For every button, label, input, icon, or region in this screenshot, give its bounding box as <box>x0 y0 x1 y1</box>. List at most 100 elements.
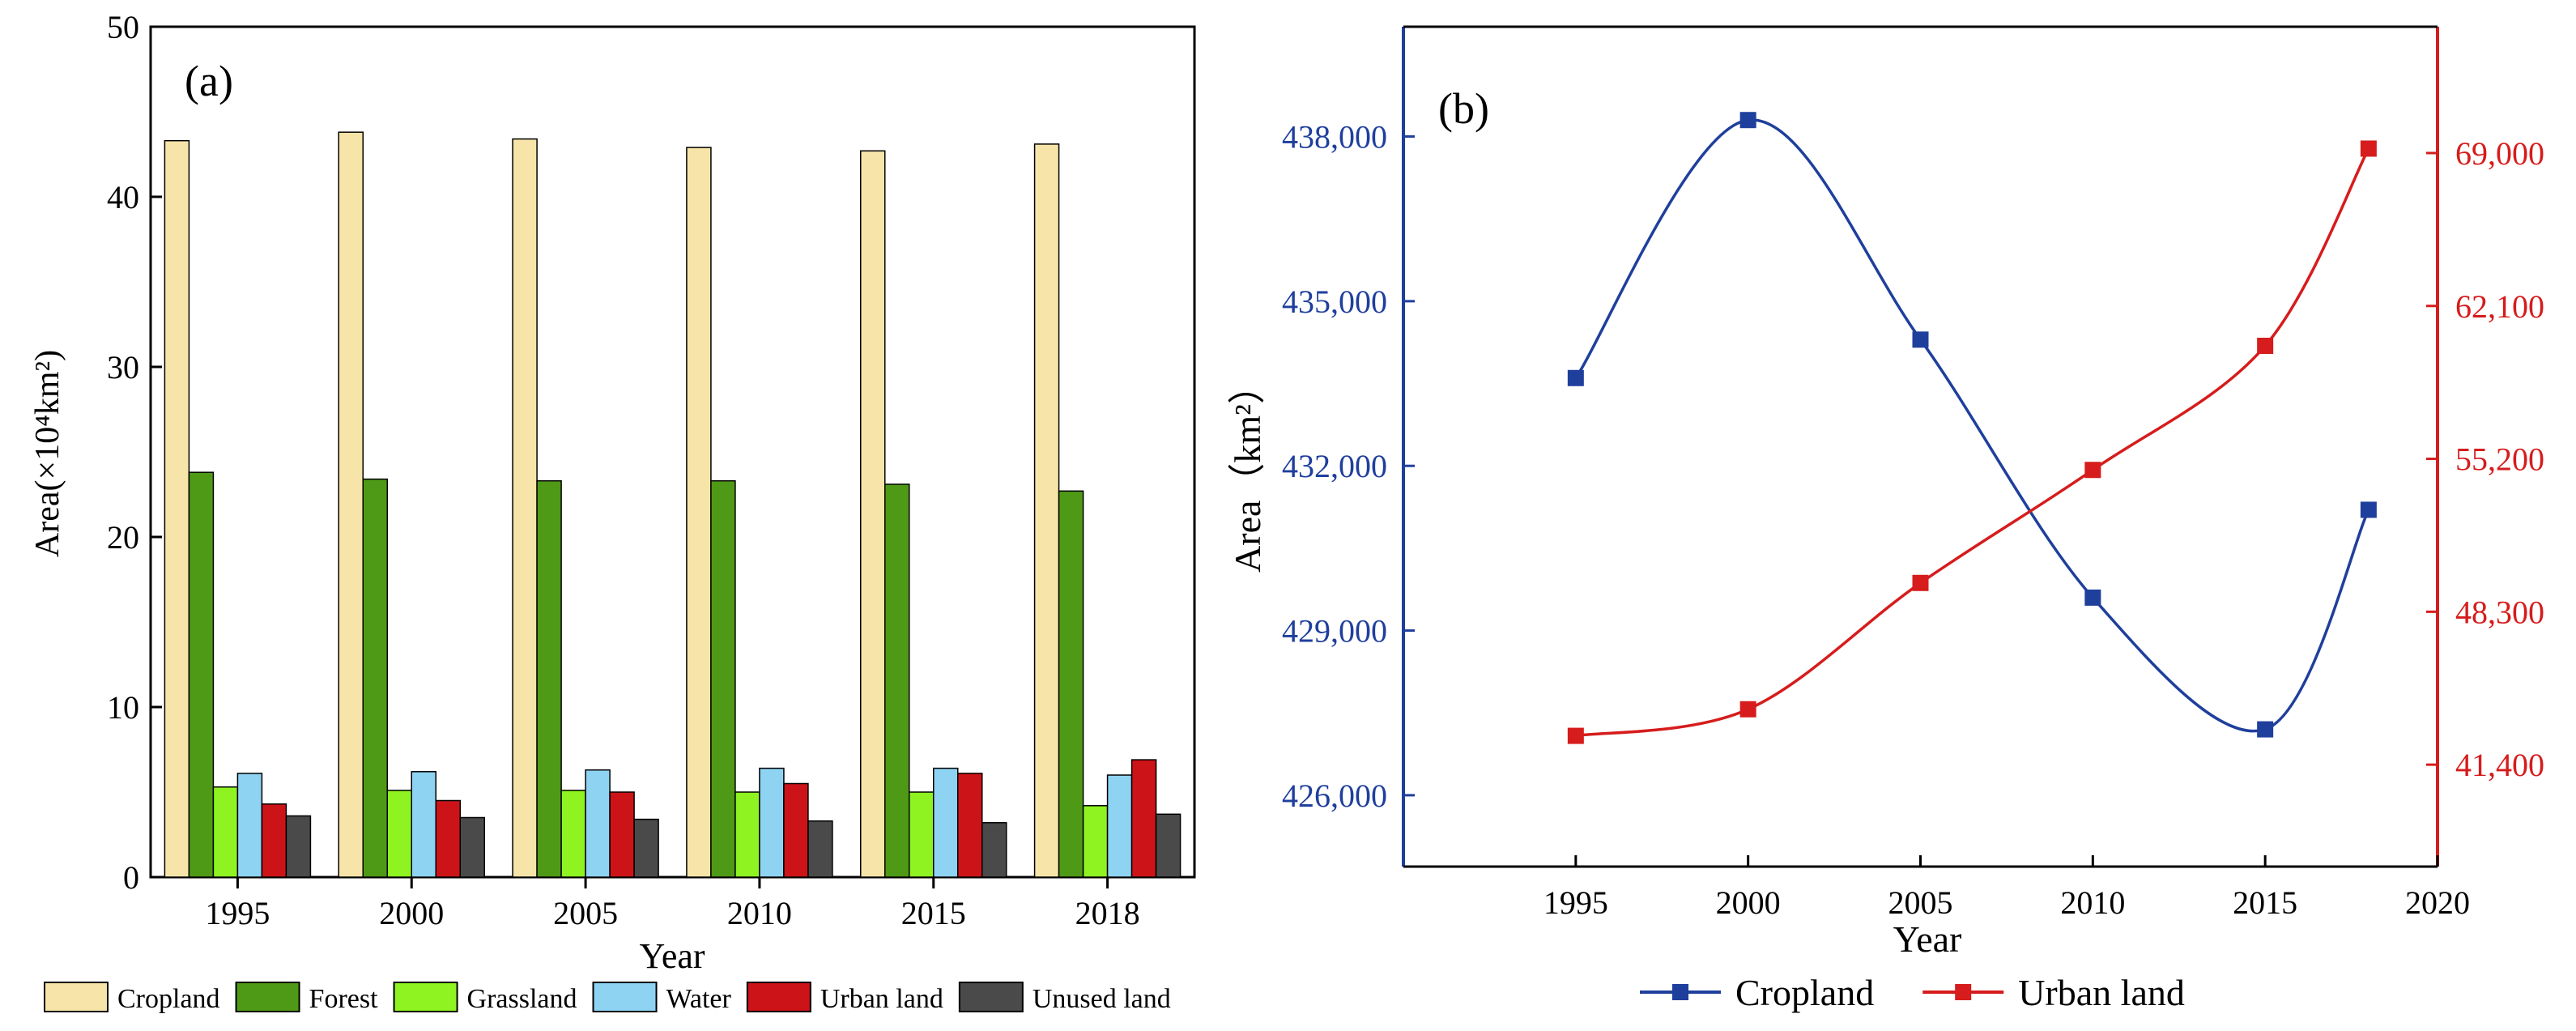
panel-b-label: (b) <box>1438 84 1489 133</box>
panel-b-legend: Cropland Urban land <box>1640 972 2185 1013</box>
legend-swatch-forest <box>235 982 300 1012</box>
bar-grassland-2000 <box>386 790 412 878</box>
legend-label-urban-land: Urban land <box>820 984 943 1014</box>
legend-label-forest: Forest <box>309 984 379 1014</box>
panel-a-y-axis-title: Area(×10⁴km²) <box>29 350 66 557</box>
point-cropland-2000 <box>1739 112 1756 129</box>
bar-forest-2018 <box>1058 490 1084 878</box>
bar-water-2010 <box>759 767 785 878</box>
x-tick-label: 1995 <box>205 895 270 931</box>
right-y-tick-label: 55,200 <box>2455 441 2544 478</box>
bar-water-2015 <box>933 767 959 878</box>
point-cropland-2005 <box>1912 331 1929 348</box>
left-y-tick-label: 429,000 <box>1282 613 1387 650</box>
bar-unused-land-2018 <box>1155 813 1182 878</box>
x-tick-label: 2000 <box>1716 884 1781 921</box>
point-urban-land-1995 <box>1567 727 1584 744</box>
panel-a-x-axis-title: Year <box>639 936 705 976</box>
point-cropland-1995 <box>1567 369 1584 386</box>
bar-forest-2000 <box>362 478 388 878</box>
point-urban-land-2018 <box>2360 140 2377 157</box>
panel-b-y-axis-title: Area（km²） <box>1227 367 1268 573</box>
legend-swatch-cropland <box>44 982 109 1012</box>
point-urban-land-2015 <box>2257 338 2274 355</box>
left-y-tick-label: 438,000 <box>1282 119 1387 156</box>
legend-marker-cropland <box>1672 984 1688 1000</box>
bar-cropland-2005 <box>512 138 538 878</box>
legend-swatch-unused-land <box>958 982 1024 1012</box>
bar-unused-land-2015 <box>981 822 1007 878</box>
bar-urban-land-2000 <box>435 799 461 878</box>
y-tick-label: 30 <box>107 349 139 386</box>
bar-unused-land-1995 <box>285 815 312 878</box>
x-tick-label: 2018 <box>1075 895 1140 931</box>
x-tick-label: 2020 <box>2405 884 2470 921</box>
panel-a-bar-chart: 0 10 20 30 40 50 1995 2000 2005 2010 2015 2018 (a)… <box>29 9 1196 1014</box>
point-cropland-2018 <box>2360 501 2377 518</box>
panel-a-plot-frame <box>149 25 1196 879</box>
bar-grassland-2015 <box>909 791 935 878</box>
y-tick-label: 10 <box>107 689 139 726</box>
right-y-tick-label: 48,300 <box>2455 594 2544 630</box>
bar-urban-land-2005 <box>609 791 635 878</box>
legend-label-unused-land: Unused land <box>1033 984 1171 1014</box>
bar-cropland-2000 <box>338 131 364 878</box>
line-urban-land <box>1575 147 2370 738</box>
point-urban-land-2000 <box>1739 701 1756 718</box>
bar-urban-land-2015 <box>957 773 983 878</box>
point-urban-land-2010 <box>2084 462 2101 479</box>
bar-water-2000 <box>411 771 436 878</box>
bar-urban-land-2010 <box>783 782 809 878</box>
point-urban-land-2005 <box>1912 574 1929 591</box>
panel-b-left-y-ticks: 426,000 429,000 432,000 435,000 438,000 <box>1282 119 1415 814</box>
bar-forest-2010 <box>710 479 736 878</box>
panel-b-line-chart: 426,000 429,000 432,000 435,000 438,000 41,4… <box>1227 25 2544 1013</box>
left-y-tick-label: 426,000 <box>1282 778 1387 814</box>
legend-marker-urban-land <box>1955 984 1972 1000</box>
panel-b-series-lines <box>1574 118 2370 738</box>
panel-a-label: (a) <box>185 57 233 105</box>
x-tick-label: 2005 <box>1888 884 1953 921</box>
x-tick-label: 1995 <box>1543 884 1608 921</box>
y-tick-label: 0 <box>123 859 139 896</box>
bar-forest-1995 <box>188 471 215 878</box>
panel-b-x-axis: 1995 2000 2005 2010 2015 2020 <box>1543 855 2470 921</box>
bar-water-2018 <box>1106 774 1133 878</box>
y-tick-label: 40 <box>107 179 139 215</box>
panel-a-legend: Cropland Forest Grassland Water Urban land Un… <box>44 982 1171 1014</box>
y-tick-label: 50 <box>107 9 139 45</box>
bar-urban-land-2018 <box>1130 759 1157 878</box>
bar-unused-land-2005 <box>633 818 659 878</box>
point-cropland-2010 <box>2084 589 2101 606</box>
bar-grassland-1995 <box>212 786 239 878</box>
legend-label-urban-land: Urban land <box>2018 972 2185 1013</box>
panel-b-series-markers <box>1567 112 2377 744</box>
bar-cropland-2015 <box>860 150 886 878</box>
legend-label-cropland: Cropland <box>1735 972 1874 1013</box>
panel-a-y-axis: 0 10 20 30 40 50 <box>107 9 162 896</box>
y-tick-label: 20 <box>107 519 139 556</box>
bar-unused-land-2010 <box>807 820 833 878</box>
bar-grassland-2005 <box>560 790 586 878</box>
panel-a-x-axis: 1995 2000 2005 2010 2015 2018 <box>205 877 1140 931</box>
panel-b-x-axis-title: Year <box>1893 918 1962 960</box>
legend-label-water: Water <box>666 984 732 1014</box>
x-tick-label: 2015 <box>2233 884 2297 921</box>
bar-water-2005 <box>585 769 611 878</box>
bar-unused-land-2000 <box>459 816 485 878</box>
point-cropland-2015 <box>2257 721 2274 738</box>
right-y-tick-label: 62,100 <box>2455 288 2544 325</box>
bar-urban-land-1995 <box>261 803 287 878</box>
panel-b-right-y-ticks: 41,400 48,300 55,200 62,100 69,000 <box>2426 135 2544 783</box>
right-y-tick-label: 69,000 <box>2455 135 2544 172</box>
legend-label-grassland: Grassland <box>467 984 577 1014</box>
bar-cropland-2018 <box>1033 143 1060 878</box>
left-y-tick-label: 435,000 <box>1282 283 1387 320</box>
x-tick-label: 2000 <box>379 895 444 931</box>
x-tick-label: 2010 <box>727 895 792 931</box>
bar-forest-2005 <box>536 479 562 878</box>
bar-grassland-2010 <box>734 791 760 878</box>
line-cropland <box>1574 118 2370 733</box>
x-tick-label: 2015 <box>901 895 966 931</box>
